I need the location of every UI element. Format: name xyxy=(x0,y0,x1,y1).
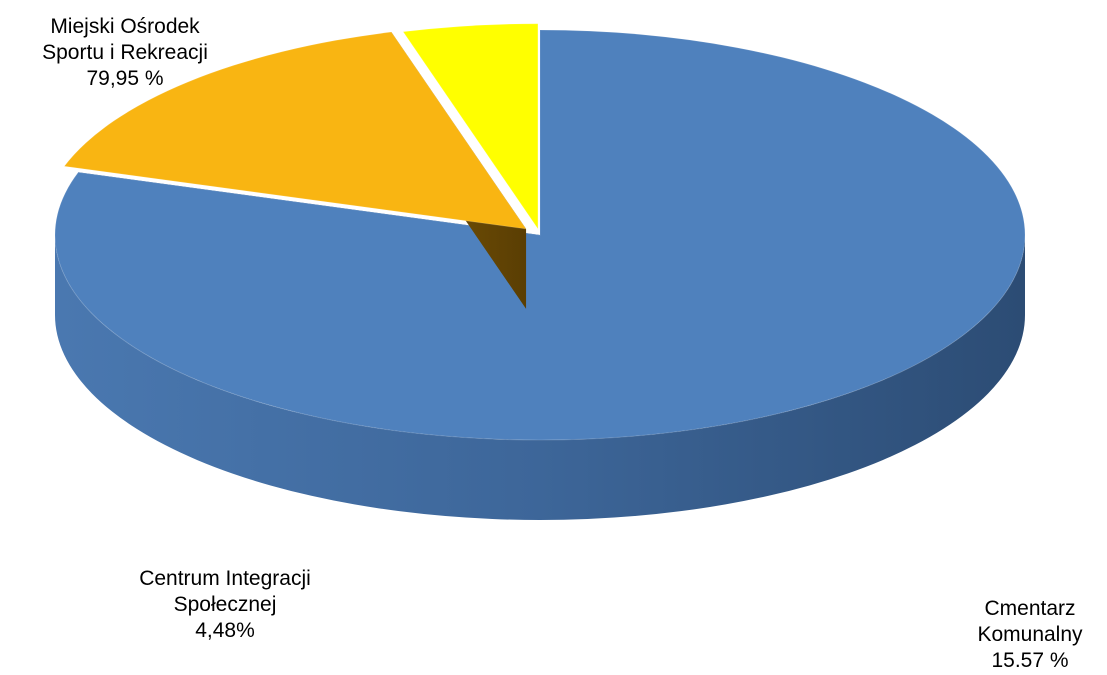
label-name-line: Sportu i Rekreacji xyxy=(42,41,208,64)
data-label-miejski-osrodek-sportu: Miejski Ośrodek Sportu i Rekreacji 79,95… xyxy=(5,14,245,92)
label-name-line: Społecznej xyxy=(173,593,277,616)
slice-cmentarz-komunalny xyxy=(63,31,528,309)
label-percent: 79,95 % xyxy=(86,67,164,90)
slice-miejski-osrodek-sportu-top xyxy=(54,29,1026,441)
label-percent: 15.57 % xyxy=(991,649,1069,672)
label-name-line: Miejski Ośrodek xyxy=(50,15,200,38)
label-percent: 4,48% xyxy=(195,619,255,642)
label-name-line: Centrum Integracji xyxy=(139,567,311,590)
data-label-centrum-integracji: Centrum Integracji Społecznej 4,48% xyxy=(100,566,350,644)
label-name-line: Cmentarz xyxy=(984,597,1076,620)
slice-miejski-osrodek-sportu-side xyxy=(55,235,1025,520)
data-label-cmentarz-komunalny: Cmentarz Komunalny 15.57 % xyxy=(950,596,1107,674)
slice-miejski-osrodek-sportu xyxy=(54,29,1026,520)
label-name-line: Komunalny xyxy=(977,623,1083,646)
slice-centrum-integracji-top xyxy=(402,23,539,231)
slice-cmentarz-komunalny-top xyxy=(63,31,528,230)
slice-centrum-integracji xyxy=(402,23,539,231)
